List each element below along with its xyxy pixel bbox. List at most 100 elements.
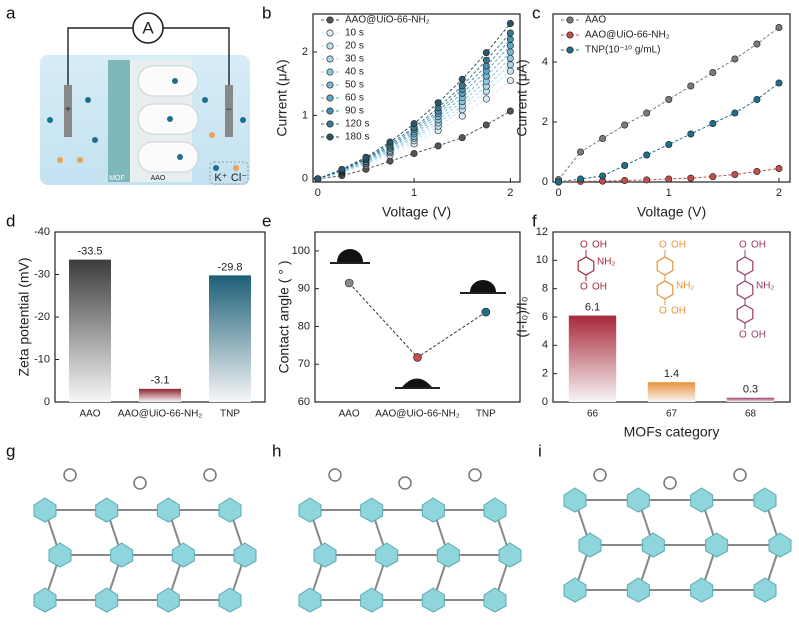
- y-tick-label: -40: [34, 226, 50, 238]
- marker: [577, 175, 585, 183]
- series-line: [317, 70, 511, 180]
- legend-label: 30 s: [345, 54, 364, 65]
- zr-cluster: [298, 497, 322, 523]
- benzene-ring: [656, 280, 674, 300]
- marker: [410, 149, 418, 157]
- legend-label: 120 s: [345, 119, 369, 130]
- marker: [621, 177, 629, 185]
- zr-cluster: [421, 497, 445, 523]
- marker: [434, 142, 442, 150]
- droplet: [402, 378, 432, 387]
- zr-cluster: [626, 487, 650, 513]
- nanochannel: [137, 141, 199, 173]
- marker: [506, 42, 514, 50]
- marker: [577, 148, 585, 156]
- zr-cluster: [95, 497, 119, 523]
- guest-molecule: [733, 468, 747, 482]
- legend-label: 60 s: [345, 93, 364, 104]
- ions: [47, 78, 246, 163]
- legend-marker: [326, 55, 334, 63]
- zr-cluster: [360, 587, 384, 613]
- zr-cluster: [563, 577, 587, 603]
- legend-marker: [326, 107, 334, 115]
- atom-label: O: [739, 240, 747, 251]
- zr-cluster: [690, 487, 714, 513]
- marker: [506, 29, 514, 37]
- x-tick-label: 0: [315, 187, 321, 199]
- y-tick-label: 0: [44, 396, 50, 408]
- x-tick-label: AAO@UiO-66-NH₂: [118, 409, 203, 420]
- panel-label: e: [262, 211, 271, 230]
- guest-molecule: [328, 468, 342, 482]
- zr-cluster: [313, 542, 337, 568]
- y-tick-label: 0: [542, 176, 548, 188]
- zr-cluster: [690, 577, 714, 603]
- y-tick-label: 60: [298, 396, 310, 408]
- atom-label: NH₂: [676, 281, 694, 292]
- atom-label: NH₂: [597, 257, 615, 268]
- zr-cluster: [753, 487, 777, 513]
- panel-label: g: [6, 441, 15, 460]
- panel-label: i: [538, 441, 542, 460]
- ion: [57, 157, 63, 163]
- y-tick-label: -20: [34, 311, 50, 323]
- x-tick-label: 0: [555, 187, 561, 199]
- value-label: -3.1: [151, 375, 170, 387]
- legend-label: AAO: [585, 15, 606, 26]
- guest-molecule: [203, 468, 217, 482]
- zr-cluster: [218, 497, 242, 523]
- zr-cluster: [375, 542, 399, 568]
- atom-label: OH: [671, 306, 686, 317]
- marker: [775, 23, 783, 31]
- ion: [85, 97, 91, 103]
- y-tick-label: 0: [542, 396, 548, 408]
- y-tick-label: 0: [302, 173, 308, 185]
- marker: [731, 109, 739, 117]
- ion: [47, 117, 53, 123]
- x-tick-label: 68: [745, 409, 757, 420]
- panel-label: b: [262, 3, 271, 22]
- bar: [209, 275, 251, 402]
- bar: [647, 382, 696, 402]
- legend-label: TNP(10⁻¹⁰ g/mL): [585, 45, 660, 56]
- trend-line: [348, 282, 487, 359]
- guest-molecule: [663, 476, 677, 490]
- marker: [506, 48, 514, 56]
- x-tick-label: TNP: [476, 409, 496, 420]
- y-axis-label: Contact angle ( ° ): [276, 261, 292, 374]
- x-tick-label: 1: [411, 187, 417, 199]
- y-axis-label: Zeta potential (mV): [16, 257, 32, 376]
- marker: [731, 171, 739, 179]
- y-tick-label: 10: [536, 254, 548, 266]
- y-tick-label: -30: [34, 268, 50, 280]
- substrate: [460, 292, 506, 294]
- marker: [314, 175, 322, 183]
- marker: [599, 135, 607, 143]
- legend-marker: [566, 31, 574, 39]
- zr-cluster: [705, 532, 729, 558]
- marker: [458, 112, 466, 120]
- droplet: [337, 249, 363, 262]
- ion: [77, 157, 83, 163]
- series-line: [317, 110, 511, 180]
- mof-label: MOF: [109, 175, 125, 182]
- marker: [709, 120, 717, 128]
- zr-cluster: [753, 577, 777, 603]
- x-tick-label: AAO: [339, 409, 360, 420]
- zr-cluster: [156, 497, 180, 523]
- value-label: 0.3: [743, 384, 758, 396]
- y-axis-label: (I-I₀)/I₀: [514, 296, 530, 337]
- y-tick-label: 12: [536, 226, 548, 238]
- legend-marker: [326, 42, 334, 50]
- y-tick-label: 4: [542, 56, 548, 68]
- plot-frame: [312, 13, 521, 183]
- marker: [482, 49, 490, 57]
- x-tick-label: 2: [776, 187, 782, 199]
- ion: [167, 116, 173, 122]
- zr-cluster: [578, 532, 602, 558]
- electrode: [64, 85, 72, 137]
- marker: [482, 56, 490, 64]
- atom-label: O: [580, 282, 588, 293]
- panel-label: c: [532, 3, 541, 22]
